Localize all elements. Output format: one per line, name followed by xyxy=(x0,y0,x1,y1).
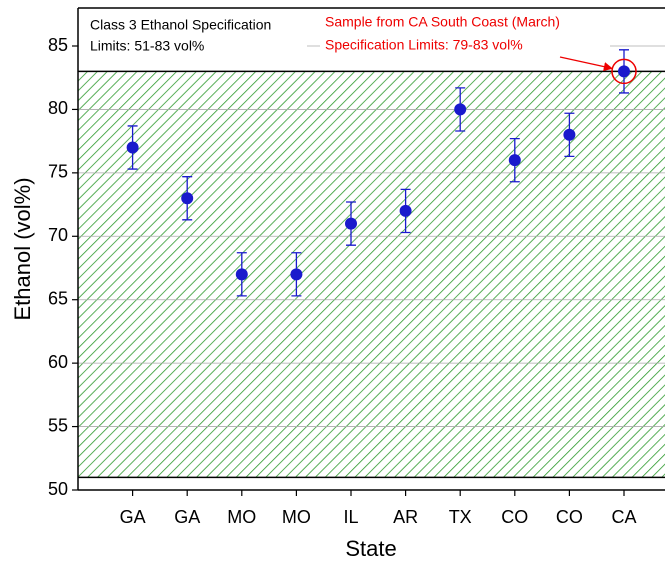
point xyxy=(181,192,194,205)
annotation: Sample from CA South Coast (March) xyxy=(325,14,560,30)
x-axis-title: State xyxy=(345,536,396,561)
annotation-bg xyxy=(320,36,610,56)
point xyxy=(290,268,303,281)
annotation-arrow xyxy=(559,56,613,72)
point xyxy=(508,154,521,167)
x-tick-label: CO xyxy=(501,507,528,527)
x-tick-label: MO xyxy=(282,507,311,527)
info-box xyxy=(79,8,307,69)
y-axis-title: Ethanol (vol%) xyxy=(10,177,35,320)
x-tick-label: CO xyxy=(556,507,583,527)
point xyxy=(126,141,139,154)
x-tick-label: GA xyxy=(174,507,200,527)
point xyxy=(454,103,467,116)
point xyxy=(618,65,630,78)
annotation: Specification Limits: 79-83 vol% xyxy=(325,37,523,53)
x-tick-label: MO xyxy=(227,507,256,527)
y-tick-label: 75 xyxy=(48,162,68,182)
y-tick-label: 80 xyxy=(48,98,68,118)
y-tick-label: 65 xyxy=(48,288,68,308)
y-tick-label: 55 xyxy=(48,415,68,435)
y-tick-label: 70 xyxy=(48,225,68,245)
y-tick-label: 60 xyxy=(48,352,68,372)
point xyxy=(345,217,357,230)
x-tick-label: GA xyxy=(120,507,146,527)
chart-title: Class 3 Ethanol Specification xyxy=(90,17,271,33)
x-tick-label: IL xyxy=(343,507,358,527)
x-tick-label: AR xyxy=(393,507,418,527)
x-tick-label: TX xyxy=(449,507,472,527)
highlight-ring xyxy=(611,58,637,85)
x-tick-label: CA xyxy=(611,507,636,527)
y-tick-label: 85 xyxy=(48,35,68,55)
point xyxy=(399,204,412,217)
point xyxy=(235,268,248,281)
spec-band xyxy=(78,71,665,478)
y-tick-label: 50 xyxy=(48,479,68,499)
chart-subtitle: Limits: 51-83 vol% xyxy=(90,38,204,54)
point xyxy=(563,128,576,141)
